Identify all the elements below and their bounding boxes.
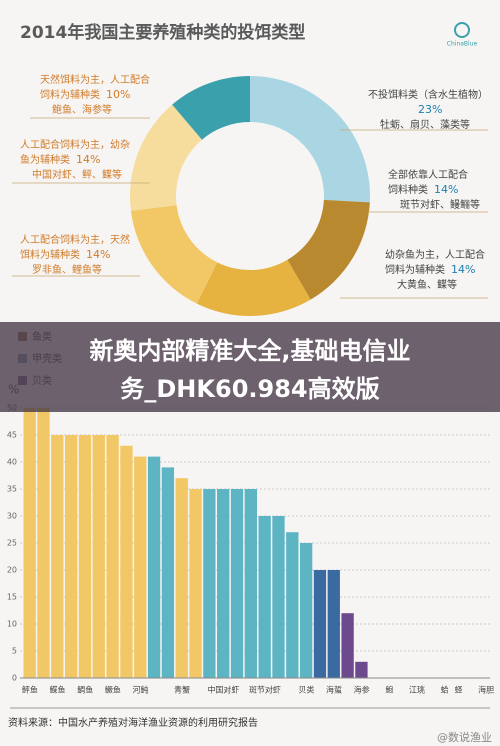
segment-label-line: 鱼为辅种类 xyxy=(20,153,70,166)
x-tick-label: 鲆鱼 xyxy=(22,685,38,695)
segment-label: 不投饵料类（含水生植物） xyxy=(368,88,488,101)
bar xyxy=(175,478,188,678)
bar xyxy=(258,516,271,678)
bar xyxy=(51,435,64,678)
donut-segment xyxy=(172,76,250,140)
segment-example: 大黄鱼、鲽等 xyxy=(397,278,457,291)
segment-example: 罗非鱼、鲤鱼等 xyxy=(32,263,102,276)
bar xyxy=(341,613,354,678)
donut-segment xyxy=(130,205,218,304)
segment-example: 鲍鱼、海参等 xyxy=(52,103,112,116)
x-tick-label: 贝类 xyxy=(298,685,314,695)
bar xyxy=(272,516,285,678)
segment-label-line: 饲料为辅种类 xyxy=(385,263,445,276)
bar xyxy=(23,408,36,678)
bar xyxy=(203,489,216,678)
x-tick-label: 江珧 xyxy=(409,685,425,695)
x-tick-label: 鲍 xyxy=(385,685,393,695)
bar xyxy=(217,489,230,678)
donut-segment xyxy=(196,259,311,317)
segment-example: 斑节对虾、鳗鲡等 xyxy=(400,198,480,211)
value-label: 23% xyxy=(418,103,442,116)
bar xyxy=(327,570,340,678)
bar xyxy=(134,456,147,678)
bar xyxy=(37,408,50,678)
y-tick-label: 25 xyxy=(7,539,17,548)
donut-segment xyxy=(250,76,370,203)
value-label: 10% xyxy=(106,88,130,101)
segment-label: 23% xyxy=(418,103,442,116)
y-tick-label: 20 xyxy=(7,566,17,575)
donut-segment xyxy=(130,104,202,211)
y-tick-label: 0 xyxy=(12,674,17,683)
bar xyxy=(244,489,257,678)
segment-label-line: 饵料为辅种类 xyxy=(20,248,80,261)
segment-label-line: 饲料为辅种类 xyxy=(40,88,100,101)
source: 资料来源：中国水产养殖对海洋渔业资源的利用研究报告 xyxy=(8,716,258,729)
bar xyxy=(161,467,175,678)
segment-label: 饲料种类 14% xyxy=(388,183,458,196)
segment-label: 全部依靠人工配合 xyxy=(388,168,468,181)
x-tick-label: 鳜鱼 xyxy=(105,685,121,695)
segment-label: 人工配合饲料为主，天然 xyxy=(20,233,130,246)
y-tick-label: 40 xyxy=(7,458,17,467)
x-tick-label: 海胆 xyxy=(478,685,494,695)
value-label: 14% xyxy=(451,263,475,276)
logo-icon xyxy=(454,22,470,38)
bar xyxy=(92,435,105,678)
x-tick-label: 斑节对虾 xyxy=(249,685,281,695)
x-tick-label: 青蟹 xyxy=(174,685,190,695)
bar xyxy=(78,435,92,678)
segment-example: 牡蛎、扇贝、藻类等 xyxy=(380,118,470,131)
donut-segment xyxy=(287,199,370,300)
bar xyxy=(189,489,202,678)
bar xyxy=(355,661,368,678)
segment-example: 中国对虾、鲆、鲽等 xyxy=(32,168,122,181)
segment-label: 幼杂鱼为主，人工配合 xyxy=(385,248,485,261)
x-tick-label: 鲷鱼 xyxy=(77,685,93,695)
x-tick-label: 海参 xyxy=(354,685,370,695)
segment-label: 鱼为辅种类 14% xyxy=(20,153,100,166)
bar xyxy=(64,435,78,678)
y-tick-label: 10 xyxy=(7,620,17,629)
bar xyxy=(313,570,327,678)
bar xyxy=(299,543,313,678)
title: 2014年我国主要养殖种类的投饵类型 xyxy=(20,22,305,43)
x-tick-label: 海蜇 xyxy=(326,685,342,695)
y-tick-label: 45 xyxy=(7,431,17,440)
bar xyxy=(230,489,244,678)
bar xyxy=(286,532,299,678)
bar xyxy=(106,435,119,678)
banner-text: 新奥内部精准大全,基础电信业 xyxy=(89,337,410,365)
banner-band xyxy=(0,322,500,412)
watermark: @数说渔业 xyxy=(437,730,492,744)
x-tick-label: 鲽鱼 xyxy=(50,685,66,695)
segment-label-line: 饲料种类 xyxy=(388,183,428,196)
x-tick-label: 中国对虾 xyxy=(207,685,239,695)
value-label: 14% xyxy=(86,248,110,261)
bar xyxy=(147,456,161,678)
segment-label: 饲料为辅种类 10% xyxy=(40,88,130,101)
x-tick-label: 蛏 xyxy=(454,685,462,695)
segment-label: 饲料为辅种类 14% xyxy=(385,263,475,276)
value-label: 14% xyxy=(434,183,458,196)
banner-text: 务_DHK60.984高效版 xyxy=(120,375,379,403)
segment-label: 人工配合饲料为主，幼杂 xyxy=(20,138,130,151)
y-tick-label: 5 xyxy=(12,647,17,656)
logo: ChinaBlue xyxy=(447,41,478,48)
segment-label: 饵料为辅种类 14% xyxy=(20,248,110,261)
y-tick-label: 15 xyxy=(7,593,17,602)
x-tick-label: 蛤 xyxy=(441,685,449,695)
value-label: 14% xyxy=(76,153,100,166)
segment-label: 天然饵料为主，人工配合 xyxy=(40,73,150,86)
x-tick-label: 河鲀 xyxy=(133,685,149,695)
y-tick-label: 30 xyxy=(7,512,17,521)
bar xyxy=(120,445,133,678)
y-tick-label: 35 xyxy=(7,485,17,494)
